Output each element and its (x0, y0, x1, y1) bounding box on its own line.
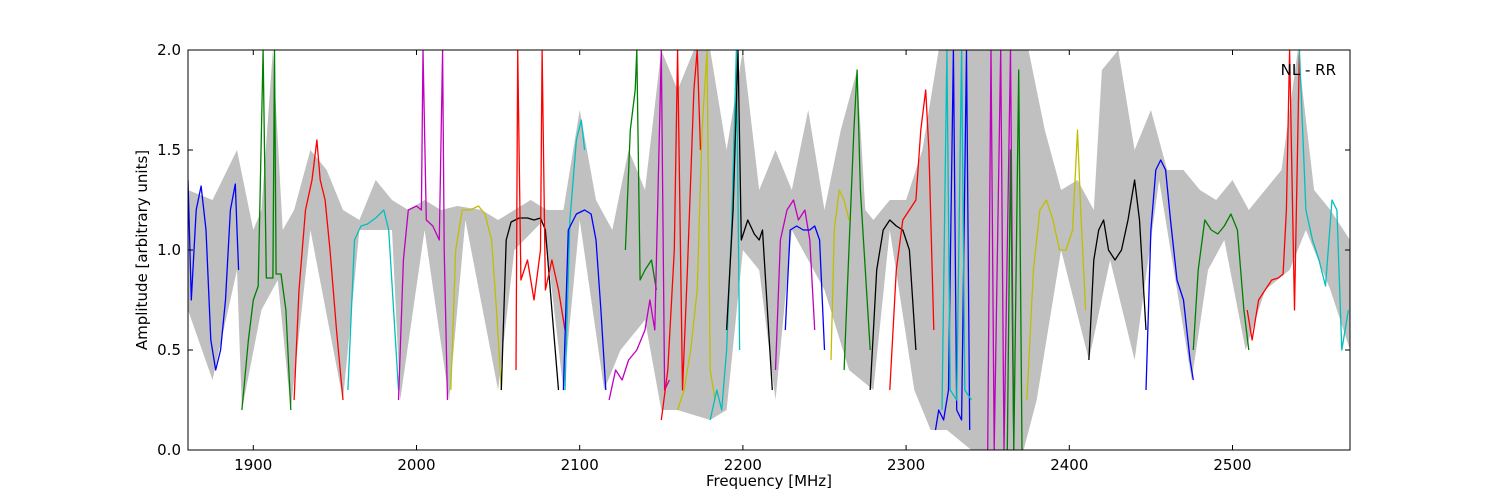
series-line-0 (188, 179, 240, 371)
series-line-28 (1145, 159, 1194, 391)
x-tick-label: 2200 (724, 456, 762, 474)
series-line-6 (500, 217, 560, 391)
y-tick-label: 1.5 (157, 141, 181, 159)
series-line-14 (709, 50, 741, 421)
y-axis-label: Amplitude [arbitrary units] (133, 150, 151, 350)
series-line-26 (1026, 129, 1087, 401)
series-line-13 (676, 50, 716, 411)
series-line-31 (1298, 50, 1350, 351)
series-line-11 (608, 50, 670, 401)
series-line-4 (397, 50, 449, 401)
series-line-8 (564, 119, 586, 391)
y-tick-label: 0.5 (157, 341, 181, 359)
series-line-3 (347, 209, 400, 391)
x-tick-label: 2500 (1213, 456, 1251, 474)
series-line-30 (1246, 50, 1301, 341)
series-line-25 (1006, 69, 1023, 450)
y-tick-label: 2.0 (157, 41, 181, 59)
series-line-22 (934, 50, 971, 431)
x-axis-label: Frequency [MHz] (706, 472, 832, 490)
series-line-18 (830, 189, 850, 361)
series-line-21 (889, 89, 935, 391)
series-line-2 (293, 139, 344, 401)
series-line-23 (941, 50, 972, 411)
series-line-1 (241, 50, 292, 411)
y-tick-label: 0.0 (157, 441, 181, 459)
x-tick-label: 2400 (1050, 456, 1088, 474)
x-tick-label: 2100 (561, 456, 599, 474)
y-tick-label: 1.0 (157, 241, 181, 259)
series-line-17 (784, 225, 826, 351)
series-line-16 (774, 199, 816, 371)
annotation-label: NL - RR (1281, 61, 1336, 79)
series-line-5 (450, 205, 502, 391)
series-layer (188, 50, 1350, 450)
x-tick-label: 2300 (887, 456, 925, 474)
background-envelope (188, 50, 1350, 450)
series-line-29 (1192, 213, 1250, 351)
x-tick-label: 1900 (234, 456, 272, 474)
series-line-7 (515, 50, 566, 371)
background-envelope-layer (188, 50, 1350, 450)
x-tick-label: 2000 (397, 456, 435, 474)
series-line-9 (562, 209, 607, 391)
series-line-27 (1088, 179, 1147, 361)
series-line-12 (660, 50, 702, 421)
series-line-20 (869, 219, 917, 391)
series-line-19 (843, 69, 871, 371)
series-line-10 (624, 50, 658, 291)
ticks-layer: 1900 2000 2100 2200 2300 2400 2500 0.0 0.5 1.0 1.5… (157, 41, 1350, 474)
series-line-15 (725, 50, 773, 391)
